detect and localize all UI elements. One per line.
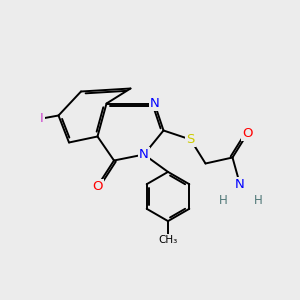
- Text: S: S: [186, 133, 195, 146]
- Text: N: N: [139, 148, 149, 161]
- Text: H: H: [219, 194, 228, 208]
- Text: N: N: [150, 97, 159, 110]
- Text: N: N: [235, 178, 245, 191]
- Text: H: H: [254, 194, 262, 208]
- Text: CH₃: CH₃: [158, 235, 178, 245]
- Text: O: O: [92, 179, 103, 193]
- Text: O: O: [242, 127, 253, 140]
- Text: I: I: [40, 112, 44, 125]
